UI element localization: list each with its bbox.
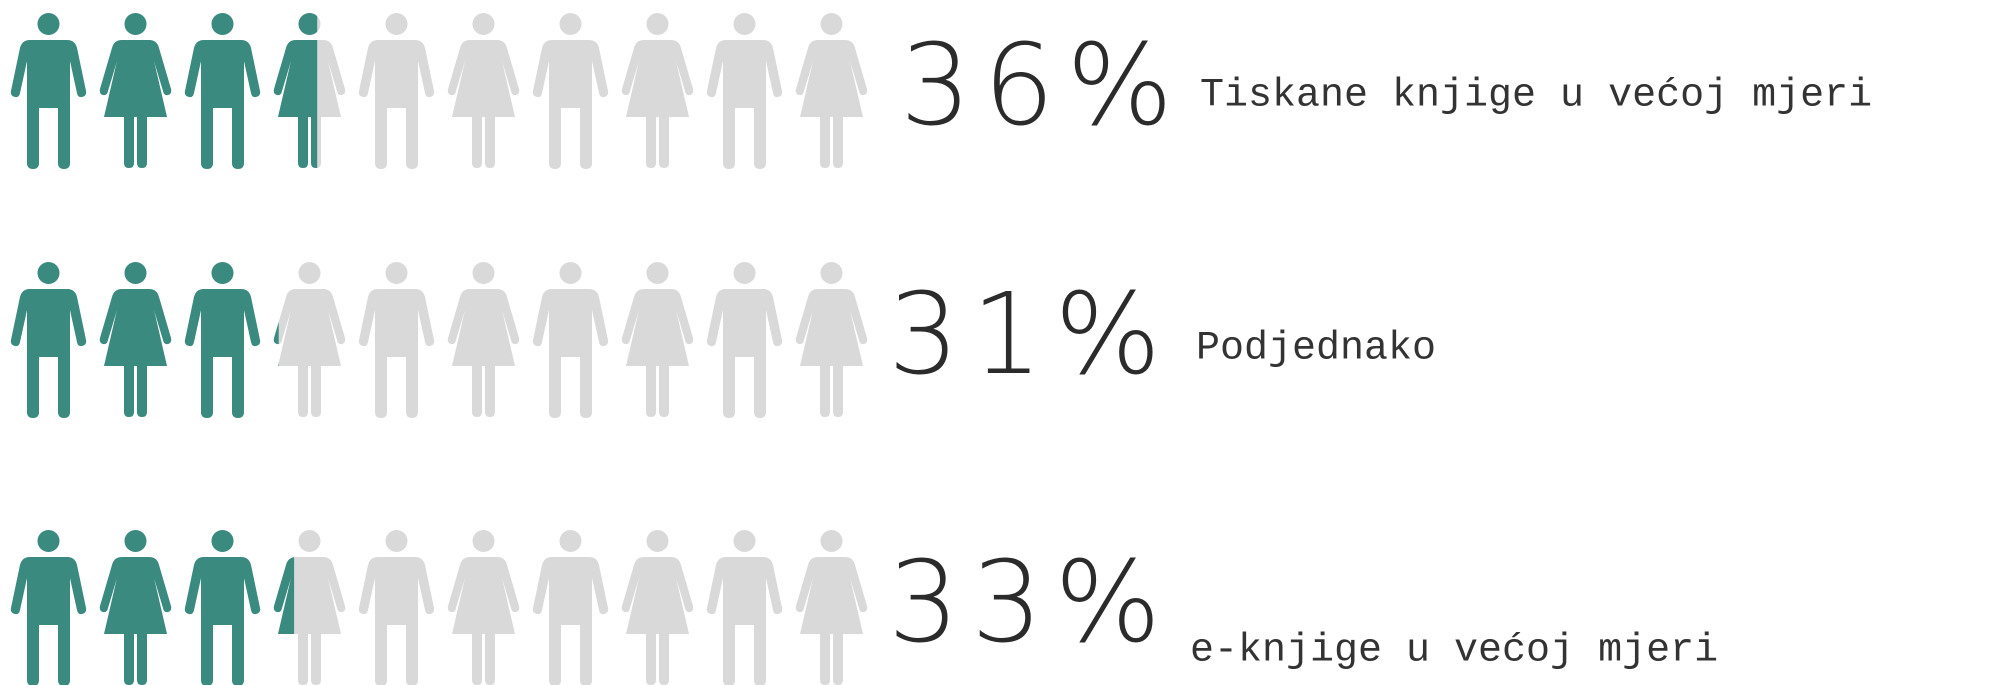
icon-empty xyxy=(447,530,520,685)
icon-filled xyxy=(184,262,261,418)
icon-empty xyxy=(795,13,868,168)
category-label: Tiskane knjige u većoj mjeri xyxy=(1200,74,1872,119)
icon-empty xyxy=(795,262,868,417)
icon-empty xyxy=(532,13,609,169)
icon-empty xyxy=(358,530,435,685)
icon-empty xyxy=(358,13,435,169)
category-label: Podjednako xyxy=(1196,327,1436,372)
icon-empty xyxy=(358,262,435,418)
icon-empty xyxy=(621,13,694,168)
icon-filled xyxy=(184,530,261,685)
value-label: 36% xyxy=(900,21,1185,151)
category-label: e-knjige u većoj mjeri xyxy=(1190,629,1718,674)
icon-filled xyxy=(10,262,87,418)
icon-empty xyxy=(706,262,783,418)
icon-empty xyxy=(532,530,609,685)
icon-empty xyxy=(706,13,783,169)
icon-filled xyxy=(10,13,87,169)
icon-filled xyxy=(273,321,279,366)
icon-filled xyxy=(273,13,318,168)
icon-empty xyxy=(706,530,783,685)
icon-empty xyxy=(621,530,694,685)
icon-empty xyxy=(795,530,868,685)
icon-filled xyxy=(273,557,295,634)
value-label: 31% xyxy=(888,270,1173,400)
icon-empty xyxy=(621,262,694,417)
icon-empty xyxy=(532,262,609,418)
icon-filled xyxy=(10,530,87,685)
icon-filled xyxy=(184,13,261,169)
icon-filled xyxy=(99,262,172,417)
icon-empty xyxy=(447,13,520,168)
icon-empty xyxy=(447,262,520,417)
icon-empty xyxy=(273,262,346,417)
value-label: 33% xyxy=(888,538,1173,668)
icon-filled xyxy=(99,13,172,168)
icon-filled xyxy=(99,530,172,685)
